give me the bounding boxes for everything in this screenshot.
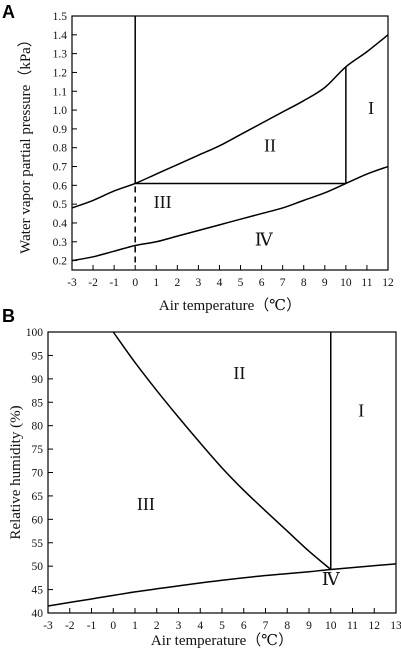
panel-b-x-tick-label: 13 — [390, 620, 401, 632]
panel-a-x-axis-title: Air temperature（℃） — [159, 297, 301, 314]
panel-b-x-tick-label: 9 — [306, 620, 312, 632]
panel-a-x-tick-label: 7 — [280, 277, 286, 289]
panel-a-curve-2 — [71, 165, 389, 262]
panel-a-y-tick-label: 0.3 — [53, 237, 68, 249]
panel-a-x-tick-label: 3 — [196, 277, 202, 289]
panel-b-x-tick-label: -2 — [65, 620, 75, 632]
panel-b-x-tick-label: 8 — [284, 620, 290, 632]
panel-b-region-label: III — [137, 494, 155, 514]
panel-a-letter: A — [2, 2, 15, 22]
panel-a-x-tick-label: 0 — [132, 277, 138, 289]
panel-a-x-tick-label: 9 — [322, 277, 328, 289]
panel-a-x-tick-label: 5 — [238, 277, 244, 289]
panel-a-y-tick-label: 1.0 — [53, 105, 68, 117]
panel-a-region-label: I — [368, 98, 374, 118]
panel-a-x-tick-label: -2 — [88, 277, 98, 289]
panel-a-y-tick-label: 1.2 — [53, 67, 68, 79]
panel-a-y-tick-label: 0.9 — [53, 124, 68, 136]
panel-b-y-tick-label: 90 — [32, 374, 44, 386]
panel-a-x-tick-label: 1 — [153, 277, 159, 289]
panel-b-y-axis-title: Relative humidity (%) — [8, 405, 24, 539]
panel-b-y-tick-label: 70 — [32, 468, 44, 480]
panel-a-y-tick-label: 0.2 — [53, 256, 68, 268]
panel-b-y-tick-label: 100 — [26, 327, 44, 339]
panel-b-y-tick-label: 40 — [32, 608, 44, 620]
panel-a-y-tick-label: 1.5 — [53, 11, 68, 23]
panel-b-y-tick-label: 55 — [32, 538, 44, 550]
panel-b-x-tick-label: 4 — [197, 620, 203, 632]
panel-b-x-tick-label: 0 — [110, 620, 116, 632]
panel-a-curve-1 — [71, 34, 389, 209]
panel-b-region-label: Ⅳ — [322, 569, 341, 589]
panel-b-y-tick-label: 75 — [32, 444, 44, 456]
panel-b-plot-frame — [47, 331, 397, 614]
panel-a-x-tick-label: 2 — [174, 277, 180, 289]
panel-a-x-tick-label: 12 — [382, 277, 394, 289]
panel-b-x-tick-label: 1 — [132, 620, 138, 632]
panel-b-x-tick-label: 6 — [241, 620, 247, 632]
panel-a-region-label: Ⅳ — [255, 230, 274, 250]
panel-a-plot-frame — [71, 15, 389, 271]
panel-a-y-tick-label: 1.3 — [53, 49, 68, 61]
panel-a-x-tick-label: 11 — [361, 277, 372, 289]
panel-b-x-tick-label: -1 — [87, 620, 97, 632]
panel-b-y-tick-label: 85 — [32, 397, 44, 409]
panel-b-x-tick-label: 11 — [347, 620, 358, 632]
panel-a-region-label: III — [154, 192, 172, 212]
panel-b-y-tick-label: 80 — [32, 421, 44, 433]
panel-b-y-tick-label: 65 — [32, 491, 44, 503]
panel-a-x-tick-label: 10 — [340, 277, 352, 289]
panel-a-chart: -3 -2 -1 0 1 2 3 4 5 6 7 8 9 10 11 120.20.30.40.50.60.7… — [17, 11, 394, 314]
panel-b-region-label: II — [233, 363, 245, 383]
panel-a-x-tick-label: 8 — [301, 277, 307, 289]
panel-a-y-tick-label: 1.1 — [53, 86, 68, 98]
panel-b-y-tick-label: 50 — [32, 561, 44, 573]
panel-b-y-tick-label: 95 — [32, 350, 44, 362]
panel-a-y-tick-label: 0.7 — [53, 162, 68, 174]
panel-b-region-label: I — [358, 400, 364, 420]
panel-b-x-tick-label: 5 — [219, 620, 225, 632]
panel-b-x-tick-label: -3 — [43, 620, 53, 632]
panel-a-y-tick-label: 1.4 — [53, 30, 68, 42]
panel-a-x-tick-label: -1 — [109, 277, 119, 289]
panel-a-x-tick-label: 4 — [217, 277, 223, 289]
panel-b-x-tick-label: 7 — [263, 620, 269, 632]
panel-b-x-axis-title: Air temperature（℃） — [151, 632, 293, 649]
panel-a-y-tick-label: 0.6 — [53, 180, 68, 192]
panel-b-y-tick-label: 60 — [32, 514, 44, 526]
panel-b-x-tick-label: 10 — [325, 620, 337, 632]
panel-a-x-tick-label: 6 — [259, 277, 265, 289]
panel-b-x-tick-label: 3 — [176, 620, 182, 632]
panel-a-y-tick-label: 0.5 — [53, 199, 68, 211]
panel-b-x-tick-label: 12 — [369, 620, 381, 632]
panel-b-curve-1 — [47, 563, 397, 607]
panel-b-x-tick-label: 2 — [154, 620, 160, 632]
panel-a-region-label: II — [264, 135, 276, 155]
panel-b-y-tick-label: 45 — [32, 585, 44, 597]
panel-b-letter: B — [2, 306, 15, 326]
panel-a-y-tick-label: 0.8 — [53, 143, 68, 155]
panel-a-y-tick-label: 0.4 — [53, 218, 68, 230]
panel-b-chart: -3 -2 -1 0 1 2 3 4 5 6 7 8 9 10 11 12 134045505560657075… — [8, 327, 401, 649]
panel-a-x-tick-label: -3 — [67, 277, 77, 289]
panel-a-y-axis-title: Water vapor partial pressure（kPa） — [17, 32, 34, 254]
panel-b-curve-2 — [112, 331, 332, 571]
